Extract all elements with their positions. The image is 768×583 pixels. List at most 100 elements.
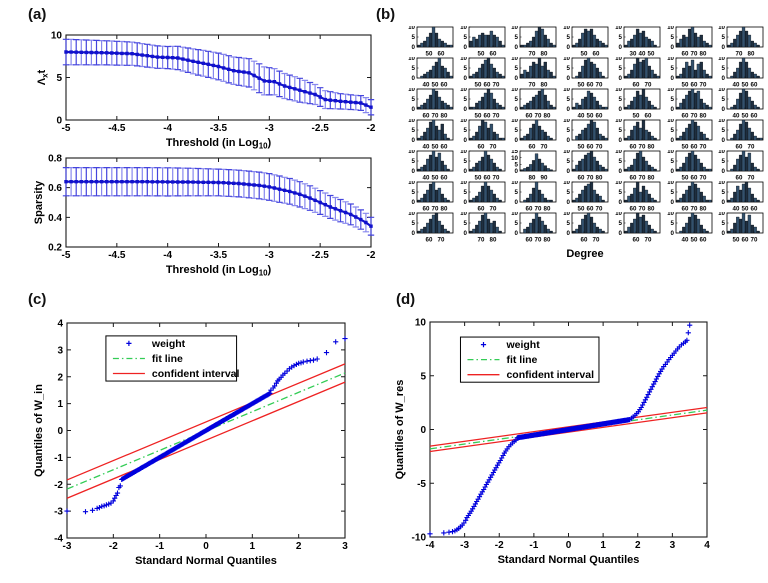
hist-y-tick-label: 10 [718, 150, 725, 155]
hist-y-tick-label: 5 [463, 189, 467, 196]
hist-x-tick-label: 50 [681, 82, 688, 89]
x-axis-label: Threshold (in Log10) [166, 264, 272, 278]
hist-x-tick-label: 50 [432, 144, 439, 151]
hist-x-tick-label: 80 [529, 175, 536, 182]
y-tick-label: -2 [54, 480, 63, 491]
histogram-cell: 0 5 10 50 60 70 [563, 57, 609, 89]
hist-y-tick-label: 10 [667, 57, 674, 62]
hist-x-tick-label: 60 [699, 237, 706, 244]
hist-y-tick-label: 10 [718, 212, 725, 217]
hist-y-tick-label: 10 [512, 155, 519, 162]
hist-x-tick-label: 60 [593, 51, 600, 58]
hist-x-tick-label: 90 [541, 175, 548, 182]
mean-markers [64, 180, 373, 228]
hist-y-tick-label: 10 [512, 212, 519, 217]
histogram-cell: 0 5 10 60 70 [512, 119, 557, 150]
hist-x-tick-label: 70 [699, 175, 706, 182]
legend: weight fit line confident interval [105, 335, 240, 382]
hist-y-tick-label: 10 [667, 212, 674, 217]
hist-y-tick-label: 5 [515, 34, 519, 41]
hist-x-tick-label: 60 [681, 51, 688, 58]
hist-x-tick-label: 70 [748, 144, 755, 151]
hist-y-tick-label: 0 [567, 44, 571, 51]
histogram-cell: 0 5 10 50 60 [408, 26, 454, 57]
hist-y-tick-label: 0 [618, 137, 622, 144]
hist-x-tick-label: 50 [632, 113, 639, 120]
hist-y-tick-label: 0 [722, 137, 726, 144]
histogram-cell: 0 5 10 70 80 [512, 26, 557, 58]
histogram-cell: 0 5 10 60 70 80 [408, 181, 454, 212]
hist-y-tick-label: 10 [460, 57, 467, 62]
hist-y-tick-label: 0 [567, 230, 571, 237]
x-axis-label: Threshold (in Log10) [166, 137, 272, 151]
histogram-cell: 0 5 10 50 60 [460, 26, 506, 58]
hist-y-tick-label: 0 [463, 44, 467, 51]
y-tick-label: 2 [57, 372, 63, 383]
hist-x-tick-label: 70 [593, 237, 600, 244]
hist-y-tick-label: 5 [412, 65, 416, 72]
hist-x-tick-label: 50 [681, 144, 688, 151]
y-axis-label: Quantiles of W_res [394, 380, 406, 480]
hist-y-tick-label: 10 [460, 150, 467, 155]
hist-x-tick-label: 50 [474, 82, 481, 89]
hist-y-tick-label: 0 [412, 199, 416, 206]
hist-x-tick-label: 70 [596, 82, 603, 89]
histogram-cell: 0 5 10 60 70 [615, 57, 661, 88]
y-tick-label: 10 [51, 31, 63, 42]
hist-x-tick-label: 70 [596, 206, 603, 213]
x-tick-label: -4 [163, 123, 172, 134]
hist-x-tick-label: 60 [690, 175, 697, 182]
histogram-cell: 0 5 10 60 70 80 [512, 181, 557, 213]
hist-x-tick-label: 50 [681, 175, 688, 182]
hist-y-tick-label: 5 [618, 220, 622, 227]
legend-entry-label: weight [151, 338, 186, 350]
hist-x-tick-label: 70 [529, 82, 536, 89]
histogram-cell: 0 5 10 70 80 [718, 26, 764, 57]
hist-x-tick-label: 70 [489, 144, 496, 151]
hist-y-tick-label: 10 [615, 150, 622, 155]
y-tick-label: 0.8 [48, 154, 62, 165]
hist-y-tick-label: 0 [412, 75, 416, 82]
hist-x-tick-label: 70 [638, 206, 645, 213]
hist-x-tick-label: 60 [632, 237, 639, 244]
hist-y-tick-label: 5 [618, 65, 622, 72]
y-tick-label: 0.2 [48, 243, 62, 254]
x-tick-label: 3 [670, 540, 676, 551]
histogram-cell: 0 5 10 50 60 70 [667, 57, 712, 89]
hist-x-tick-label: 60 [587, 144, 594, 151]
x-tick-label: 0 [203, 541, 209, 552]
hist-y-tick-label: 10 [408, 26, 415, 31]
hist-x-tick-label: 80 [544, 206, 551, 213]
hist-y-tick-label: 10 [615, 212, 622, 217]
hist-y-tick-label: 15 [512, 150, 519, 155]
hist-y-tick-label: 0 [567, 168, 571, 175]
hist-x-tick-label: 50 [477, 51, 484, 58]
hist-x-tick-label: 60 [629, 144, 636, 151]
y-tick-label: 0 [420, 425, 426, 436]
hist-y-tick-label: 0 [463, 168, 467, 175]
tick-marks [65, 34, 372, 121]
hist-y-tick-label: 0 [618, 75, 622, 82]
hist-x-tick-label: 80 [541, 51, 548, 58]
qq-series [427, 322, 708, 537]
histogram-cell: 0 5 10 50 60 70 [460, 150, 506, 181]
hist-y-tick-label: 10 [460, 181, 467, 186]
hist-y-tick-label: 5 [463, 220, 467, 227]
error-bars-dark [62, 167, 375, 236]
hist-y-tick-label: 0 [670, 230, 674, 237]
x-tick-label: -5 [62, 123, 71, 134]
y-tick-label: 0.4 [48, 213, 62, 224]
hist-y-tick-label: 5 [670, 65, 674, 72]
hist-x-tick-label: 60 [644, 113, 651, 120]
x-tick-label: 2 [296, 541, 302, 552]
histogram-cell: 0 5 10 50 60 70 [460, 57, 506, 89]
hist-y-tick-label: 0 [618, 199, 622, 206]
hist-x-tick-label: 60 [581, 237, 588, 244]
hist-x-tick-label: 70 [690, 113, 697, 120]
hist-x-tick-label: 80 [541, 82, 548, 89]
hist-y-tick-label: 10 [512, 119, 519, 124]
qq-series [64, 336, 348, 515]
error-bars-dark [62, 38, 375, 116]
x-tick-label: -3 [63, 541, 72, 552]
